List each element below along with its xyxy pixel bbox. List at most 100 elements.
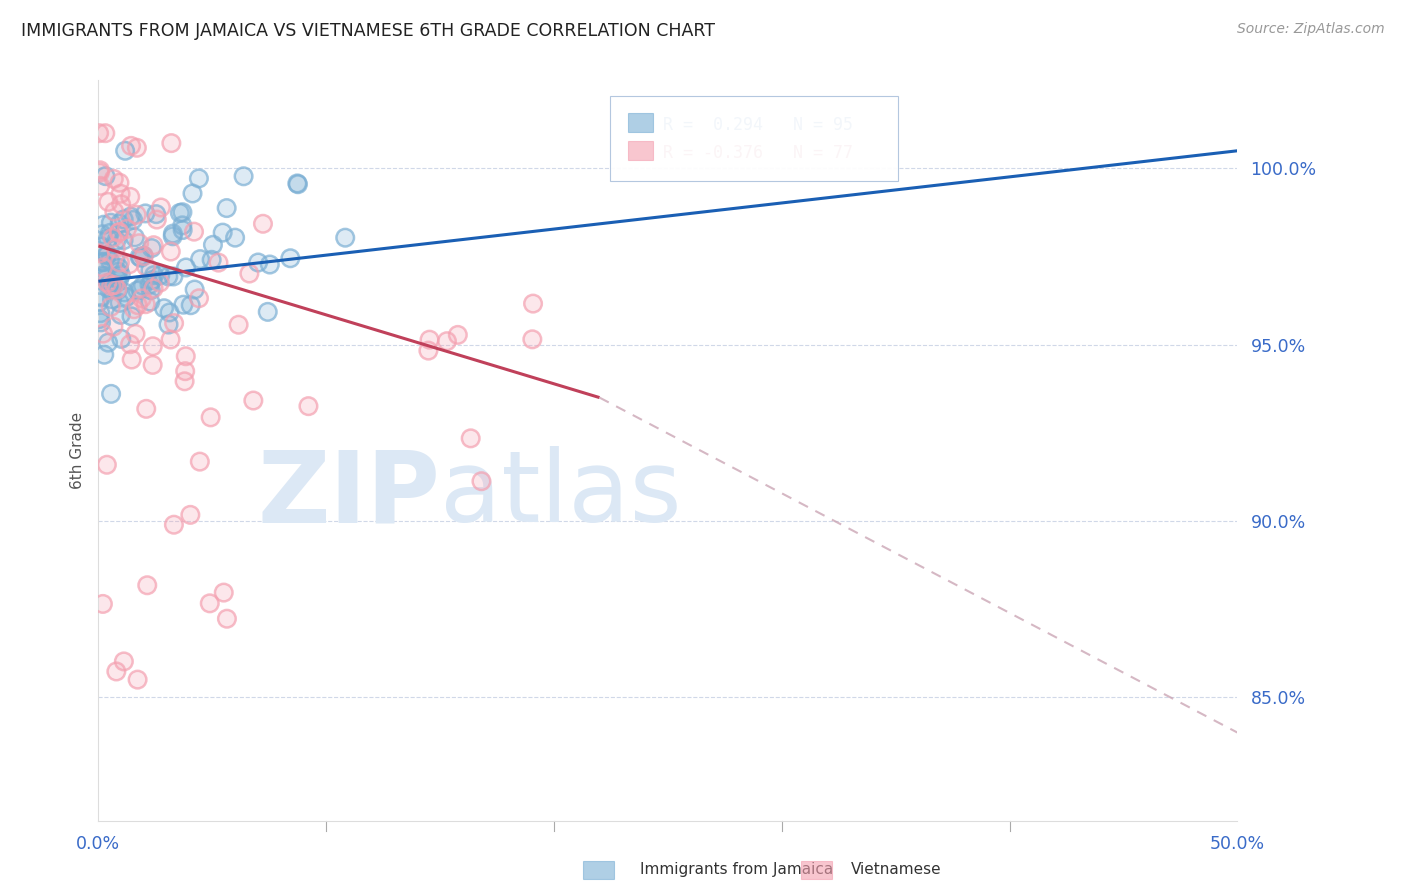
Point (162, 269, 184, 284)
Point (215, 201, 238, 215)
Point (96, 247, 118, 261)
Point (256, 305, 278, 319)
Point (136, 578, 159, 592)
Point (159, 305, 181, 319)
Point (132, 278, 155, 293)
Point (159, 333, 181, 347)
Point (174, 260, 197, 275)
Point (103, 204, 125, 219)
Point (120, 210, 142, 224)
Point (522, 332, 544, 346)
Point (91, 260, 114, 275)
Point (100, 279, 122, 293)
Y-axis label: 6th Grade: 6th Grade (69, 412, 84, 489)
Point (259, 258, 281, 272)
Point (180, 298, 202, 312)
Point (215, 201, 238, 215)
Point (256, 305, 278, 319)
Point (108, 225, 131, 239)
Point (159, 244, 181, 259)
Point (134, 206, 156, 220)
Point (127, 673, 149, 687)
Point (128, 250, 150, 264)
Point (112, 285, 135, 300)
Point (172, 298, 194, 312)
Point (128, 236, 150, 251)
Point (153, 301, 176, 316)
Point (215, 612, 238, 626)
Point (103, 204, 125, 219)
Point (98, 282, 121, 296)
Point (98, 282, 121, 296)
Point (129, 251, 152, 265)
Point (110, 332, 132, 346)
Point (87, 295, 110, 310)
Point (173, 374, 195, 388)
Point (93, 218, 115, 232)
Point (100, 300, 122, 314)
Text: IMMIGRANTS FROM JAMAICA VS VIETNAMESE 6TH GRADE CORRELATION CHART: IMMIGRANTS FROM JAMAICA VS VIETNAMESE 6T… (21, 22, 716, 40)
Point (94, 268, 117, 283)
Point (135, 297, 157, 311)
Point (121, 352, 143, 367)
Point (139, 294, 162, 309)
Point (188, 455, 211, 469)
Point (122, 213, 145, 227)
Point (146, 212, 169, 227)
Point (139, 263, 162, 277)
Point (215, 612, 238, 626)
Point (247, 255, 270, 269)
Point (91, 326, 114, 341)
Point (127, 298, 149, 312)
Point (142, 238, 165, 252)
Point (105, 234, 128, 248)
Point (94, 169, 117, 183)
Point (247, 255, 270, 269)
Point (252, 217, 274, 231)
Point (107, 283, 129, 297)
Point (90, 290, 112, 304)
Point (252, 217, 274, 231)
Point (110, 308, 132, 322)
Point (132, 249, 155, 263)
Point (447, 327, 470, 342)
Point (104, 241, 127, 255)
Point (112, 233, 135, 247)
Point (96, 247, 118, 261)
Point (107, 226, 129, 240)
Point (89, 312, 111, 326)
Point (97, 335, 120, 350)
Point (124, 230, 146, 244)
Point (114, 144, 136, 158)
Point (108, 176, 131, 190)
Point (142, 238, 165, 252)
Point (142, 339, 165, 353)
Text: 50.0%: 50.0% (1209, 835, 1265, 853)
Point (98, 275, 121, 289)
Point (134, 206, 156, 220)
Point (89, 178, 111, 193)
Point (108, 260, 131, 275)
Point (163, 517, 186, 532)
Point (108, 272, 131, 286)
Point (180, 298, 202, 312)
Point (212, 585, 235, 599)
Point (162, 229, 184, 244)
Point (201, 252, 224, 267)
Point (297, 399, 319, 413)
Point (103, 319, 125, 334)
Point (280, 252, 302, 266)
Point (115, 222, 138, 236)
Point (187, 171, 209, 186)
Point (120, 210, 142, 224)
Point (153, 301, 176, 316)
Point (297, 399, 319, 413)
Point (100, 216, 122, 230)
Point (207, 255, 229, 269)
Point (522, 296, 544, 310)
Point (460, 431, 482, 445)
Point (118, 257, 141, 271)
Point (129, 282, 152, 296)
Point (115, 222, 138, 236)
Point (132, 278, 155, 293)
